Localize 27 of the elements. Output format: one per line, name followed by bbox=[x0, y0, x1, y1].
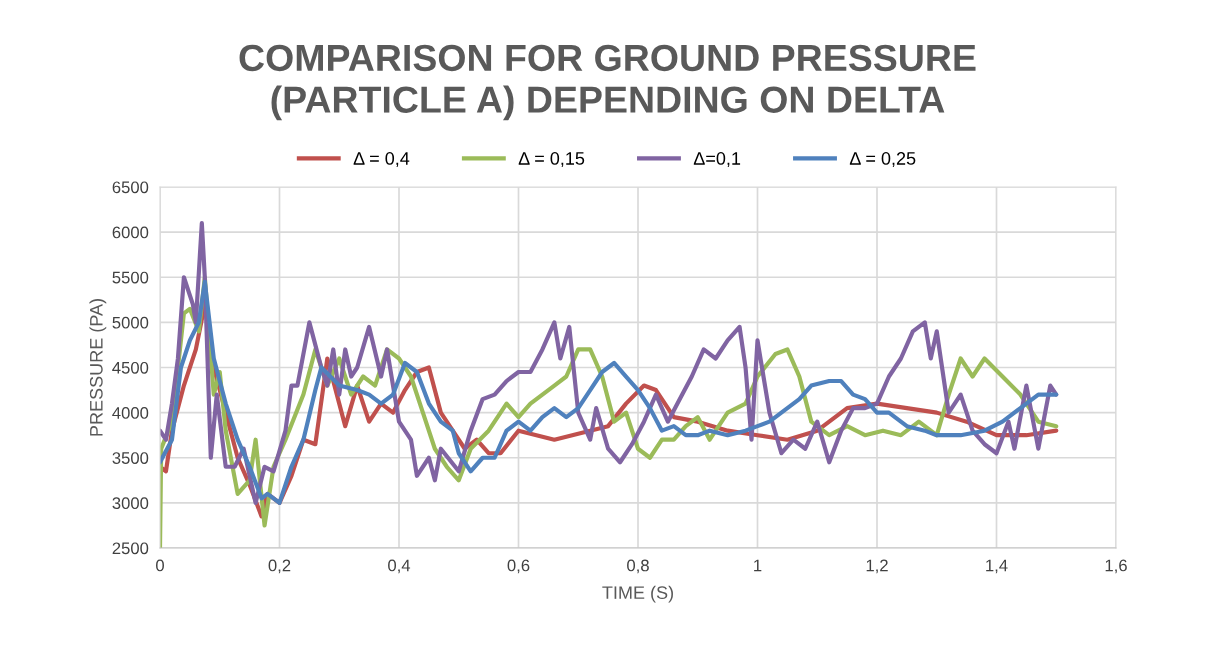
x-tick-label: 1,6 bbox=[1105, 559, 1127, 574]
y-tick-label: 6500 bbox=[112, 181, 149, 194]
x-tick-label: 0,6 bbox=[507, 559, 530, 574]
y-tick-label: 5000 bbox=[112, 316, 149, 329]
legend-label: Δ = 0,4 bbox=[353, 152, 410, 167]
x-tick-label: 1 bbox=[754, 559, 762, 572]
y-tick-label: 6000 bbox=[112, 226, 149, 239]
y-axis-title: PRESSURE (PA) bbox=[89, 299, 107, 436]
x-tick-label: 0,2 bbox=[268, 559, 291, 574]
chart-title: COMPARISON FOR GROUND PRESSURE (PARTICLE A) DEPENDING ON DELTA bbox=[239, 44, 976, 121]
line-series bbox=[160, 221, 1059, 505]
legend-label: Δ=0,1 bbox=[693, 152, 741, 167]
line-series bbox=[160, 279, 1059, 505]
x-tick-label: 0,8 bbox=[627, 559, 649, 574]
y-tick-label: 4000 bbox=[112, 407, 149, 419]
x-tick-label: 1,4 bbox=[986, 559, 1008, 574]
y-tick-label: 3000 bbox=[112, 497, 149, 510]
y-tick-label: 5500 bbox=[112, 271, 149, 284]
y-tick-label: 4500 bbox=[112, 361, 149, 374]
legend-label: Δ = 0,15 bbox=[518, 152, 585, 167]
x-tick-label: 0,4 bbox=[388, 559, 411, 574]
legend-label: Δ = 0,25 bbox=[849, 152, 916, 167]
x-tick-label: 0 bbox=[156, 559, 164, 572]
x-tick-label: 1,2 bbox=[866, 559, 888, 574]
y-tick-label: 3500 bbox=[112, 452, 149, 464]
y-tick-label: 2500 bbox=[112, 542, 149, 555]
x-axis-title: TIME (S) bbox=[602, 585, 673, 603]
